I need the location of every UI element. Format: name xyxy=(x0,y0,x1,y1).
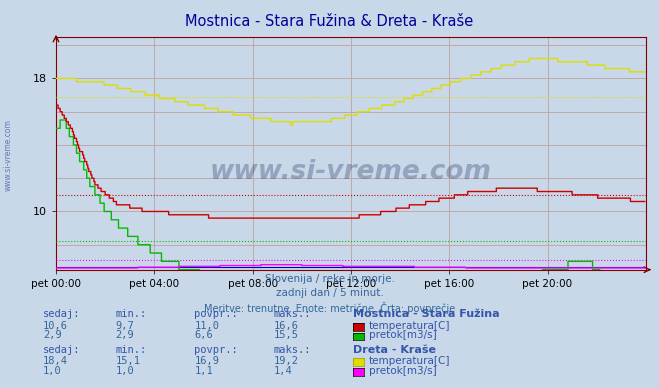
Text: povpr.:: povpr.: xyxy=(194,345,238,355)
Text: 9,7: 9,7 xyxy=(115,320,134,331)
Text: 2,9: 2,9 xyxy=(43,330,61,340)
Text: Mostnica - Stara Fužina: Mostnica - Stara Fužina xyxy=(353,309,499,319)
Text: pretok[m3/s]: pretok[m3/s] xyxy=(369,365,437,376)
Text: Slovenija / reke in morje.: Slovenija / reke in morje. xyxy=(264,274,395,284)
Text: 1,4: 1,4 xyxy=(273,365,292,376)
Text: 1,0: 1,0 xyxy=(115,365,134,376)
Text: sedaj:: sedaj: xyxy=(43,345,80,355)
Text: www.si-vreme.com: www.si-vreme.com xyxy=(210,159,492,185)
Text: 15,5: 15,5 xyxy=(273,330,299,340)
Text: povpr.:: povpr.: xyxy=(194,309,238,319)
Text: 10,6: 10,6 xyxy=(43,320,68,331)
Text: 16,6: 16,6 xyxy=(273,320,299,331)
Text: 6,6: 6,6 xyxy=(194,330,213,340)
Text: Meritve: trenutne  Enote: metrične  Črta: povprečje: Meritve: trenutne Enote: metrične Črta: … xyxy=(204,302,455,314)
Text: 15,1: 15,1 xyxy=(115,356,140,366)
Text: 18,4: 18,4 xyxy=(43,356,68,366)
Text: min.:: min.: xyxy=(115,345,146,355)
Text: 16,9: 16,9 xyxy=(194,356,219,366)
Text: temperatura[C]: temperatura[C] xyxy=(369,356,451,366)
Text: 2,9: 2,9 xyxy=(115,330,134,340)
Text: 19,2: 19,2 xyxy=(273,356,299,366)
Text: 11,0: 11,0 xyxy=(194,320,219,331)
Text: temperatura[C]: temperatura[C] xyxy=(369,320,451,331)
Text: sedaj:: sedaj: xyxy=(43,309,80,319)
Text: www.si-vreme.com: www.si-vreme.com xyxy=(4,119,13,191)
Text: zadnji dan / 5 minut.: zadnji dan / 5 minut. xyxy=(275,288,384,298)
Text: Mostnica - Stara Fužina & Dreta - Kraše: Mostnica - Stara Fužina & Dreta - Kraše xyxy=(185,14,474,29)
Text: maks.:: maks.: xyxy=(273,309,311,319)
Text: maks.:: maks.: xyxy=(273,345,311,355)
Text: 1,0: 1,0 xyxy=(43,365,61,376)
Text: min.:: min.: xyxy=(115,309,146,319)
Text: Dreta - Kraše: Dreta - Kraše xyxy=(353,345,436,355)
Text: pretok[m3/s]: pretok[m3/s] xyxy=(369,330,437,340)
Text: 1,1: 1,1 xyxy=(194,365,213,376)
